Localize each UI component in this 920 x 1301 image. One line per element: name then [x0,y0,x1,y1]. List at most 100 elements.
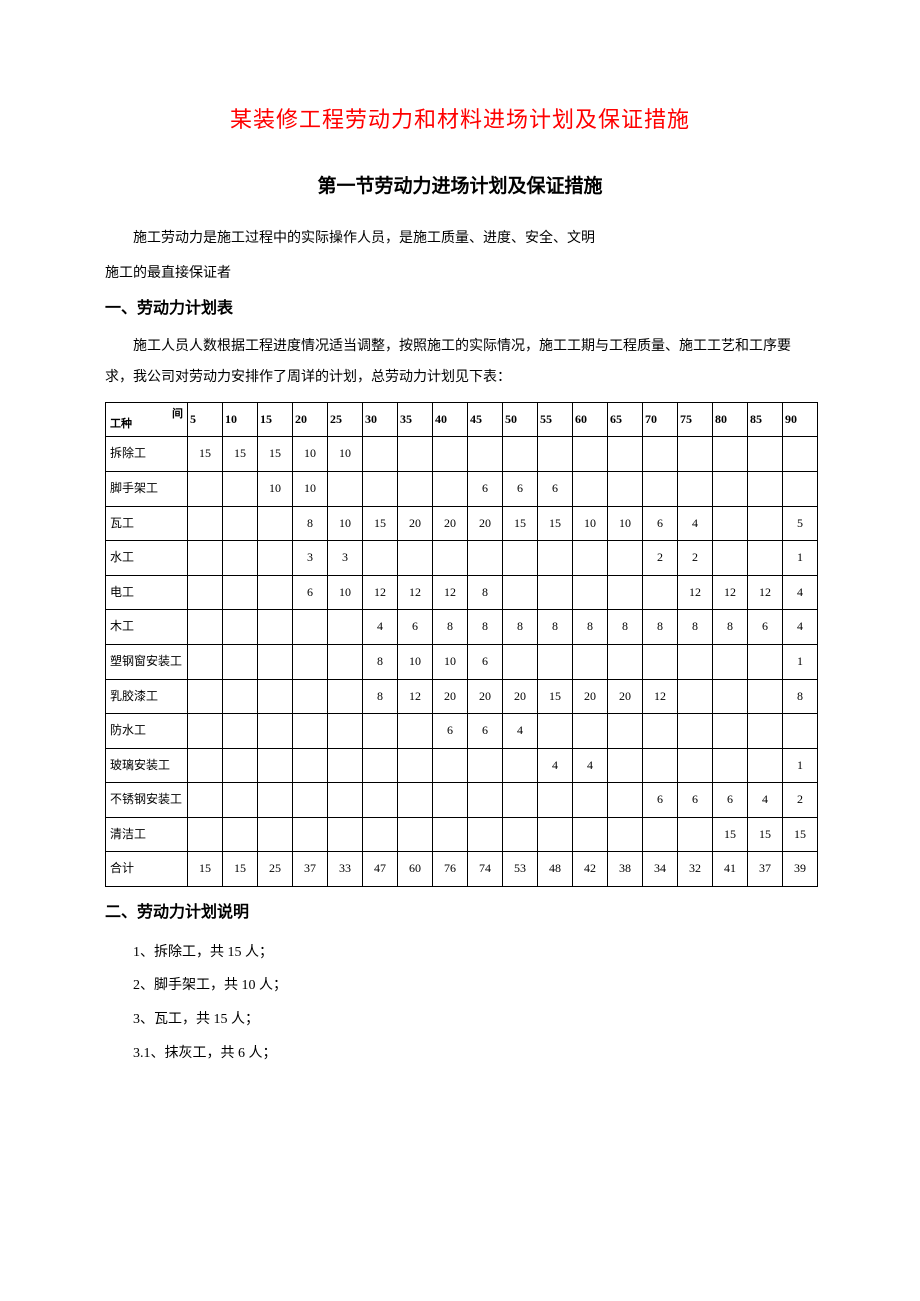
data-cell [503,783,538,818]
data-cell: 8 [468,575,503,610]
data-cell: 8 [468,610,503,645]
data-cell: 10 [328,437,363,472]
data-cell [223,541,258,576]
data-cell [258,541,293,576]
labor-plan-table: 间 工种 51015202530354045505560657075808590… [105,402,818,887]
list-item: 3、瓦工，共 15 人； [133,1003,815,1037]
table-row: 不锈钢安装工66642 [106,783,818,818]
data-cell: 20 [573,679,608,714]
data-cell: 6 [293,575,328,610]
data-cell [398,748,433,783]
data-cell [328,471,363,506]
data-cell: 8 [293,506,328,541]
data-cell [398,783,433,818]
data-cell [223,506,258,541]
data-cell: 25 [258,852,293,887]
data-cell [713,471,748,506]
data-cell [608,748,643,783]
data-cell [258,679,293,714]
data-cell: 8 [503,610,538,645]
data-cell [328,783,363,818]
data-cell [363,783,398,818]
col-header: 35 [398,402,433,437]
row-label: 不锈钢安装工 [106,783,188,818]
table-row: 合计151525373347607674534842383432413739 [106,852,818,887]
data-cell: 4 [783,610,818,645]
data-cell: 4 [573,748,608,783]
data-cell: 12 [398,575,433,610]
table-corner-cell: 间 工种 [106,402,188,437]
data-cell [713,437,748,472]
data-cell: 10 [258,471,293,506]
data-cell [468,748,503,783]
data-cell [713,714,748,749]
data-cell [713,748,748,783]
row-label: 合计 [106,852,188,887]
col-header: 55 [538,402,573,437]
data-cell [748,714,783,749]
table-row: 电工61012121281212124 [106,575,818,610]
data-cell [503,817,538,852]
data-cell [223,714,258,749]
data-cell [468,437,503,472]
data-cell: 53 [503,852,538,887]
data-cell: 15 [713,817,748,852]
data-cell [328,679,363,714]
data-cell [188,471,223,506]
data-cell: 8 [363,644,398,679]
data-cell: 38 [608,852,643,887]
description-list: 1、拆除工，共 15 人；2、脚手架工，共 10 人；3、瓦工，共 15 人； [105,936,815,1037]
data-cell: 20 [433,506,468,541]
data-cell: 15 [538,679,573,714]
data-cell: 4 [503,714,538,749]
data-cell [573,575,608,610]
data-cell [538,541,573,576]
col-header: 10 [223,402,258,437]
data-cell: 15 [258,437,293,472]
data-cell [188,817,223,852]
data-cell: 1 [783,541,818,576]
data-cell: 6 [713,783,748,818]
data-cell: 34 [643,852,678,887]
data-cell [223,817,258,852]
col-header: 80 [713,402,748,437]
section-title: 第一节劳动力进场计划及保证措施 [105,170,815,204]
data-cell [223,575,258,610]
data-cell [538,575,573,610]
list-item: 1、拆除工，共 15 人； [133,936,815,970]
data-cell: 10 [433,644,468,679]
data-cell: 1 [783,644,818,679]
data-cell: 15 [503,506,538,541]
data-cell [433,471,468,506]
row-label: 脚手架工 [106,471,188,506]
data-cell: 4 [783,575,818,610]
data-cell: 6 [398,610,433,645]
data-cell: 20 [468,506,503,541]
data-cell: 6 [468,471,503,506]
data-cell [678,714,713,749]
table-row: 塑钢窗安装工8101061 [106,644,818,679]
data-cell [538,437,573,472]
data-cell [188,541,223,576]
data-cell [258,748,293,783]
data-cell [188,610,223,645]
table-row: 乳胶漆工812202020152020128 [106,679,818,714]
data-cell [713,644,748,679]
document-title: 某装修工程劳动力和材料进场计划及保证措施 [105,100,815,140]
data-cell [678,748,713,783]
intro-paragraph-2: 施工的最直接保证者 [105,259,815,290]
data-cell [398,817,433,852]
data-cell: 8 [713,610,748,645]
data-cell: 3 [293,541,328,576]
data-cell: 8 [538,610,573,645]
data-cell [223,471,258,506]
data-cell: 15 [188,852,223,887]
data-cell [223,783,258,818]
data-cell [223,679,258,714]
data-cell: 12 [713,575,748,610]
table-row: 玻璃安装工441 [106,748,818,783]
data-cell: 33 [328,852,363,887]
data-cell: 20 [468,679,503,714]
data-cell: 20 [433,679,468,714]
data-cell: 41 [713,852,748,887]
